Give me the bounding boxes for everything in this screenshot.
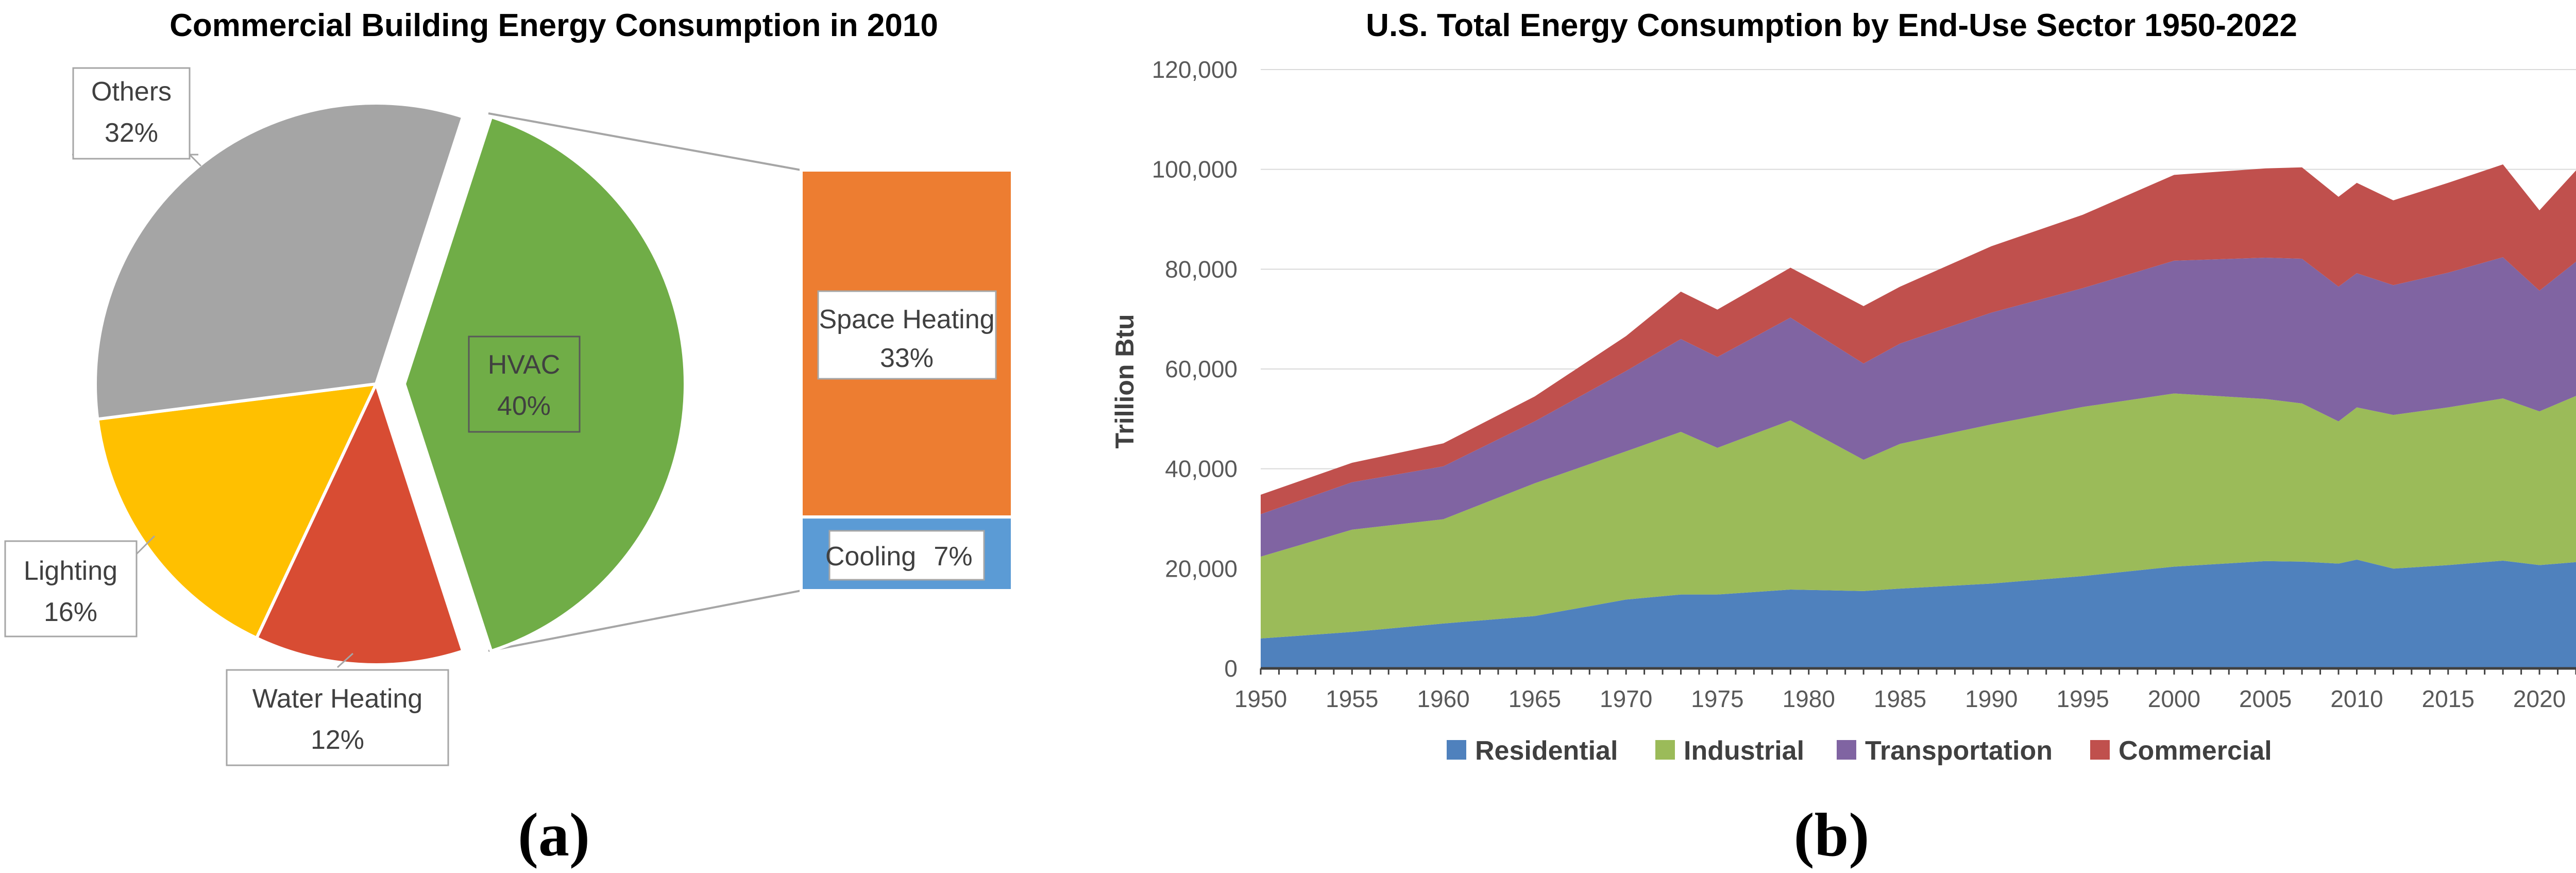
area-chart-axes: 0 20,000 40,000 60,000 80,000 100,000 120,000 1… (1152, 56, 2576, 712)
legend-item-commercial: Commercial (2090, 736, 2272, 766)
callout-space-heating-label: Space Heating (819, 305, 994, 334)
legend-item-residential: Residential (1447, 736, 1618, 766)
legend-swatch (1447, 740, 1466, 760)
callout-hvac: HVAC 40% (468, 335, 581, 433)
legend-item-industrial: Industrial (1655, 736, 1804, 766)
x-tick-label: 1980 (1783, 685, 1835, 712)
x-tick-label: 1975 (1691, 685, 1743, 712)
x-tick-label: 2005 (2239, 685, 2292, 712)
callout-cooling: Cooling 7% (825, 530, 985, 581)
y-axis-label: Trillion Btu (1110, 314, 1139, 448)
x-tick-label: 1950 (1234, 685, 1287, 712)
x-tick-label: 2010 (2330, 685, 2383, 712)
area-chart-legend: Residential Industrial Transportation Comme… (1447, 736, 2272, 766)
callout-cooling-label: Cooling (825, 542, 916, 572)
pie-slice-lighting (95, 382, 379, 641)
callout-cooling-value: 7% (934, 542, 972, 572)
pie-chart-title: Commercial Building Energy Consumption i… (170, 8, 938, 43)
legend-swatch (2090, 740, 2110, 760)
pie-slices (94, 102, 687, 666)
callout-hvac-label: HVAC (488, 350, 561, 380)
legend-label: Industrial (1684, 736, 1804, 766)
y-tick-label: 80,000 (1165, 256, 1238, 282)
x-tick-label: 1960 (1417, 685, 1469, 712)
callout-water-heating-label: Water Heating (252, 684, 422, 714)
x-tick-label: 1970 (1600, 685, 1652, 712)
y-tick-label: 0 (1224, 655, 1238, 682)
callout-lighting: Lighting 16% (4, 535, 156, 637)
x-tick-label: 1965 (1509, 685, 1561, 712)
area-chart-panel: U.S. Total Energy Consumption by End-Use… (1110, 8, 2576, 869)
y-tick-label: 40,000 (1165, 456, 1238, 482)
callout-space-heating-box (817, 290, 997, 380)
pie-slice-others (94, 102, 465, 421)
callout-lighting-label: Lighting (24, 556, 117, 586)
legend-item-transportation: Transportation (1837, 736, 2053, 766)
area-series-industrial (1261, 393, 2576, 639)
callout-space-heating-value: 33% (880, 343, 934, 373)
panel-label-b: (b) (1794, 800, 1870, 869)
x-tick-label: 1995 (2056, 685, 2109, 712)
x-tick-label: 2020 (2513, 685, 2566, 712)
area-series-residential (1261, 559, 2576, 668)
x-tick-label: 1990 (1965, 685, 2018, 712)
area-chart-title: U.S. Total Energy Consumption by End-Use… (1366, 8, 2297, 43)
callout-hvac-box (468, 335, 581, 433)
x-tick-label: 1955 (1326, 685, 1378, 712)
y-tick-label: 100,000 (1152, 156, 1238, 183)
callout-others: Others 32% (72, 67, 202, 167)
callout-water-heating-value: 12% (311, 725, 364, 755)
pie-chart-panel: Commercial Building Energy Consumption i… (4, 8, 1014, 869)
x-tick-label: 1985 (1874, 685, 1926, 712)
y-tick-label: 60,000 (1165, 356, 1238, 382)
callout-water-heating: Water Heating 12% (226, 652, 449, 766)
x-tick-label: 2015 (2422, 685, 2475, 712)
pie-slice-water-heating (254, 379, 465, 666)
legend-swatch (1655, 740, 1675, 760)
callout-others-box (72, 67, 191, 160)
callout-lighting-value: 16% (44, 597, 97, 627)
x-tick-label: 2000 (2148, 685, 2200, 712)
callout-water-heating-box (226, 669, 449, 766)
callout-others-value: 32% (105, 118, 158, 148)
legend-label: Residential (1475, 736, 1618, 766)
breakdown-connector-top (488, 112, 802, 171)
breakdown-bar (800, 169, 1014, 593)
breakdown-connector-bottom (488, 590, 802, 652)
legend-label: Commercial (2119, 736, 2272, 766)
legend-label: Transportation (1865, 736, 2053, 766)
panel-label-a: (a) (518, 800, 590, 869)
area-series-transportation (1261, 257, 2576, 557)
callout-hvac-value: 40% (497, 391, 551, 421)
area-series-commercial (1261, 164, 2576, 514)
callout-others-label: Others (91, 77, 172, 107)
y-tick-label: 120,000 (1152, 56, 1238, 83)
area-chart-series (1261, 164, 2576, 668)
y-tick-label: 20,000 (1165, 555, 1238, 582)
callout-cooling-box (828, 530, 985, 581)
callout-lighting-box (4, 540, 138, 637)
legend-swatch (1837, 740, 1856, 760)
callout-space-heating: Space Heating 33% (817, 290, 997, 380)
